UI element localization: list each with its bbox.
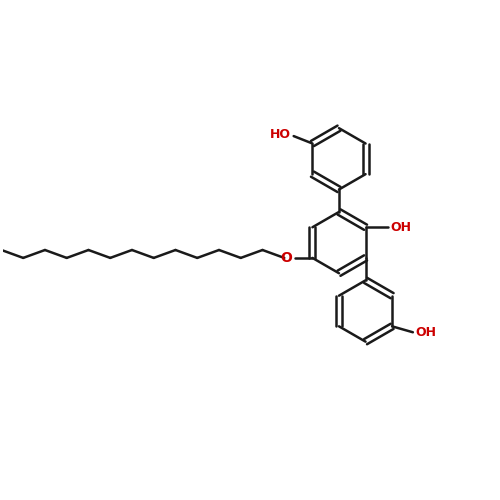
- Text: OH: OH: [391, 221, 412, 234]
- Text: OH: OH: [416, 326, 437, 339]
- Text: O: O: [280, 251, 292, 265]
- Text: HO: HO: [270, 128, 290, 141]
